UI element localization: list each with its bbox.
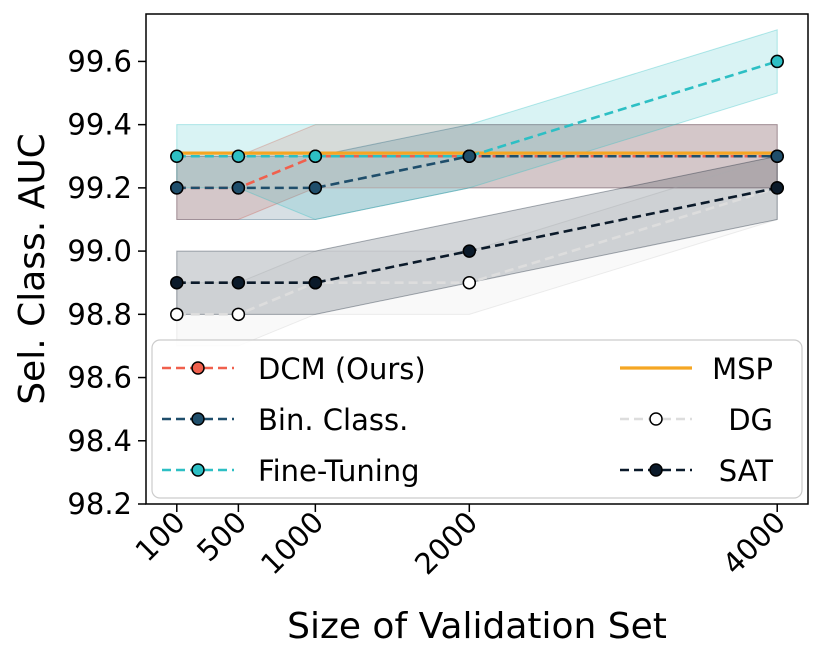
point-fine-tuning: [770, 54, 784, 69]
y-tick-label: 98.4: [67, 424, 132, 458]
point-bin-class: [231, 181, 246, 195]
y-tick-label: 99.0: [67, 234, 132, 268]
point-fine-tuning: [231, 149, 246, 164]
x-tick-label: 2000: [408, 505, 484, 581]
y-tick-label: 99.4: [67, 108, 132, 142]
point-sat: [308, 275, 323, 290]
legend-marker-dg: [649, 412, 663, 426]
point-dg: [231, 307, 246, 322]
y-tick-label: 98.6: [67, 361, 132, 395]
line-bin-class: [176, 154, 778, 190]
confidence-bands: [176, 29, 778, 347]
legend-marker-dcm-ours: [191, 361, 205, 375]
point-fine-tuning: [170, 149, 184, 164]
legend-marker-bin-class: [191, 412, 205, 426]
y-tick-label: 99.6: [67, 44, 132, 78]
x-axis-title: Size of Validation Set: [287, 606, 667, 647]
point-bin-class: [308, 181, 323, 195]
point-fine-tuning: [308, 149, 323, 164]
band-sat: [176, 155, 778, 315]
y-axis-title: Sel. Class. AUC: [12, 133, 53, 405]
legend-label-bin-class: Bin. Class.: [258, 403, 408, 437]
y-tick-label: 99.2: [67, 171, 132, 205]
legend-label-msp: MSP: [712, 352, 773, 386]
point-bin-class: [170, 181, 184, 195]
point-sat: [231, 275, 246, 290]
plot-frame: [145, 13, 809, 505]
point-bin-class: [462, 149, 477, 164]
legend-label-dg: DG: [728, 403, 773, 437]
line-sat: [176, 186, 778, 285]
y-tick-label: 98.8: [67, 297, 132, 331]
x-tick-label: 4000: [716, 505, 792, 581]
y-tick-label: 98.2: [67, 487, 132, 521]
point-sat: [770, 181, 784, 195]
legend: DCM (Ours) Bin. Class. Fine-Tuning MSP DG SAT: [151, 339, 803, 499]
legend-label-fine-tuning: Fine-Tuning: [258, 454, 420, 488]
legend-label-sat: SAT: [719, 454, 774, 488]
x-tick-label: 500: [190, 505, 253, 568]
legend-marker-sat: [649, 463, 663, 477]
band-fine-tuning: [176, 29, 778, 221]
y-axis: 98.2 98.4 98.6 98.8 99.0 99.2 99.4 99.6: [67, 44, 146, 521]
legend-label-dcm-ours: DCM (Ours): [258, 352, 426, 386]
line-fine-tuning: [176, 60, 778, 158]
point-sat: [170, 275, 184, 290]
point-sat: [462, 244, 477, 258]
point-dg: [462, 275, 477, 290]
x-tick-label: 100: [129, 505, 192, 568]
point-bin-class: [770, 149, 784, 164]
legend-box: [151, 339, 803, 499]
legend-marker-fine-tuning: [191, 463, 205, 477]
x-tick-label: 1000: [254, 505, 330, 581]
point-dg: [170, 307, 184, 322]
series-markers: [170, 54, 784, 322]
